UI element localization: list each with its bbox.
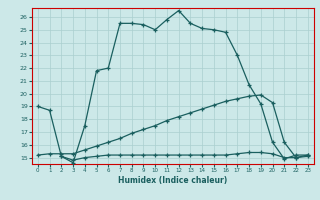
- X-axis label: Humidex (Indice chaleur): Humidex (Indice chaleur): [118, 176, 228, 185]
